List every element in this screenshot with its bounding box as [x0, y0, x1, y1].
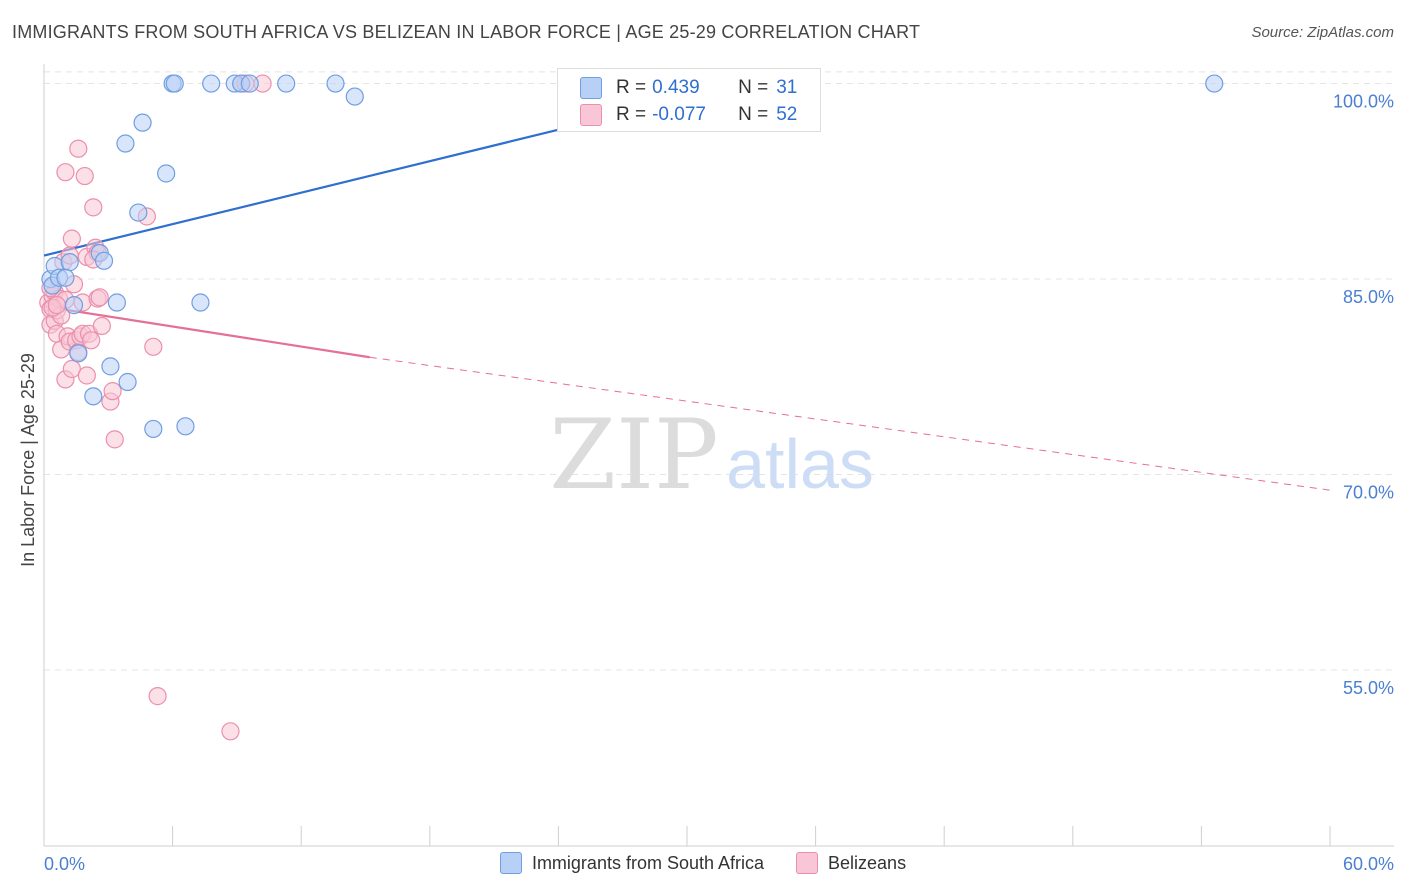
- y-tick-label: 85.0%: [1343, 287, 1394, 307]
- point-south-africa: [129, 203, 148, 222]
- legend-swatch-pink: [796, 852, 819, 874]
- trend-line-belizeans: [43, 305, 370, 359]
- point-south-africa: [133, 113, 152, 132]
- point-south-africa: [176, 417, 195, 436]
- y-tick-labels: 100.0% 85.0% 70.0% 55.0%: [1333, 92, 1394, 698]
- point-belizeans: [62, 229, 81, 248]
- point-south-africa: [326, 74, 345, 93]
- point-belizeans: [75, 166, 94, 186]
- chart-title: IMMIGRANTS FROM SOUTH AFRICA VS BELIZEAN…: [12, 22, 921, 42]
- point-south-africa: [144, 419, 163, 439]
- n-label: N =: [738, 77, 769, 98]
- point-south-africa: [56, 268, 75, 287]
- trend-line-belizeans-extended: [369, 356, 1331, 491]
- point-belizeans: [144, 337, 163, 356]
- legend-label-south-africa: Immigrants from South Africa: [531, 852, 765, 873]
- axes: [43, 64, 1394, 847]
- r-value-blue: 0.439: [652, 77, 700, 98]
- point-belizeans: [62, 359, 81, 379]
- y-axis-label: In Labor Force | Age 25-29: [18, 353, 38, 567]
- point-south-africa: [94, 251, 114, 270]
- point-belizeans: [69, 139, 88, 158]
- point-belizeans: [82, 331, 101, 350]
- point-belizeans: [90, 288, 109, 307]
- point-south-africa: [69, 344, 88, 363]
- watermark-zip: ZIP: [549, 399, 718, 511]
- legend-item-south-africa[interactable]: Immigrants from South Africa: [499, 852, 765, 874]
- gridlines: [44, 71, 1394, 671]
- y-tick-label: 70.0%: [1343, 483, 1394, 503]
- series-south-africa: [41, 74, 1224, 439]
- y-tick-label: 55.0%: [1343, 678, 1394, 698]
- legend-label-belizeans: Belizeans: [828, 852, 907, 873]
- r-label: R =: [616, 77, 647, 98]
- point-belizeans: [56, 163, 75, 182]
- point-south-africa: [345, 87, 364, 106]
- point-south-africa: [116, 134, 135, 153]
- point-south-africa: [157, 164, 176, 183]
- point-south-africa: [60, 253, 79, 272]
- point-south-africa: [165, 74, 184, 93]
- point-belizeans: [92, 316, 111, 336]
- stats-row-blue: R = 0.439 N = 31: [580, 75, 797, 101]
- x-tick-label-min: 0.0%: [44, 854, 85, 874]
- point-south-africa: [101, 357, 120, 376]
- x-tick-label-max: 60.0%: [1343, 854, 1394, 874]
- pink-swatch: [580, 104, 602, 126]
- chart-legend: Immigrants from South Africa Belizeans: [0, 852, 1406, 874]
- point-south-africa: [84, 387, 103, 406]
- n-value-pink: 52: [776, 104, 798, 125]
- point-belizeans: [84, 198, 103, 217]
- point-belizeans: [47, 296, 66, 315]
- blue-swatch: [580, 77, 602, 99]
- point-belizeans: [221, 722, 240, 741]
- point-south-africa: [64, 296, 84, 315]
- n-value-blue: 31: [776, 77, 798, 98]
- watermark-atlas: atlas: [726, 425, 874, 503]
- point-south-africa: [202, 74, 221, 93]
- point-belizeans: [105, 430, 124, 449]
- point-belizeans: [148, 687, 167, 706]
- point-south-africa: [1205, 74, 1224, 93]
- stats-legend: R = 0.439 N = 31 R = -0.077 N = 52: [557, 68, 821, 132]
- point-belizeans: [77, 366, 96, 385]
- legend-swatch-blue: [499, 852, 522, 874]
- n-label: N =: [738, 104, 769, 125]
- point-south-africa: [240, 74, 259, 93]
- point-belizeans: [103, 382, 122, 401]
- legend-item-belizeans[interactable]: Belizeans: [796, 852, 906, 874]
- point-south-africa: [191, 293, 210, 312]
- r-value-pink: -0.077: [652, 104, 706, 125]
- point-south-africa: [118, 372, 137, 392]
- point-south-africa: [277, 74, 296, 93]
- y-tick-label: 100.0%: [1333, 92, 1394, 112]
- source-label: Source: ZipAtlas.com: [1251, 24, 1394, 41]
- point-south-africa: [107, 293, 126, 312]
- stats-row-pink: R = -0.077 N = 52: [580, 102, 797, 128]
- watermark: ZIP atlas: [549, 399, 874, 511]
- series-belizeans: [39, 74, 272, 741]
- r-label: R =: [616, 104, 647, 125]
